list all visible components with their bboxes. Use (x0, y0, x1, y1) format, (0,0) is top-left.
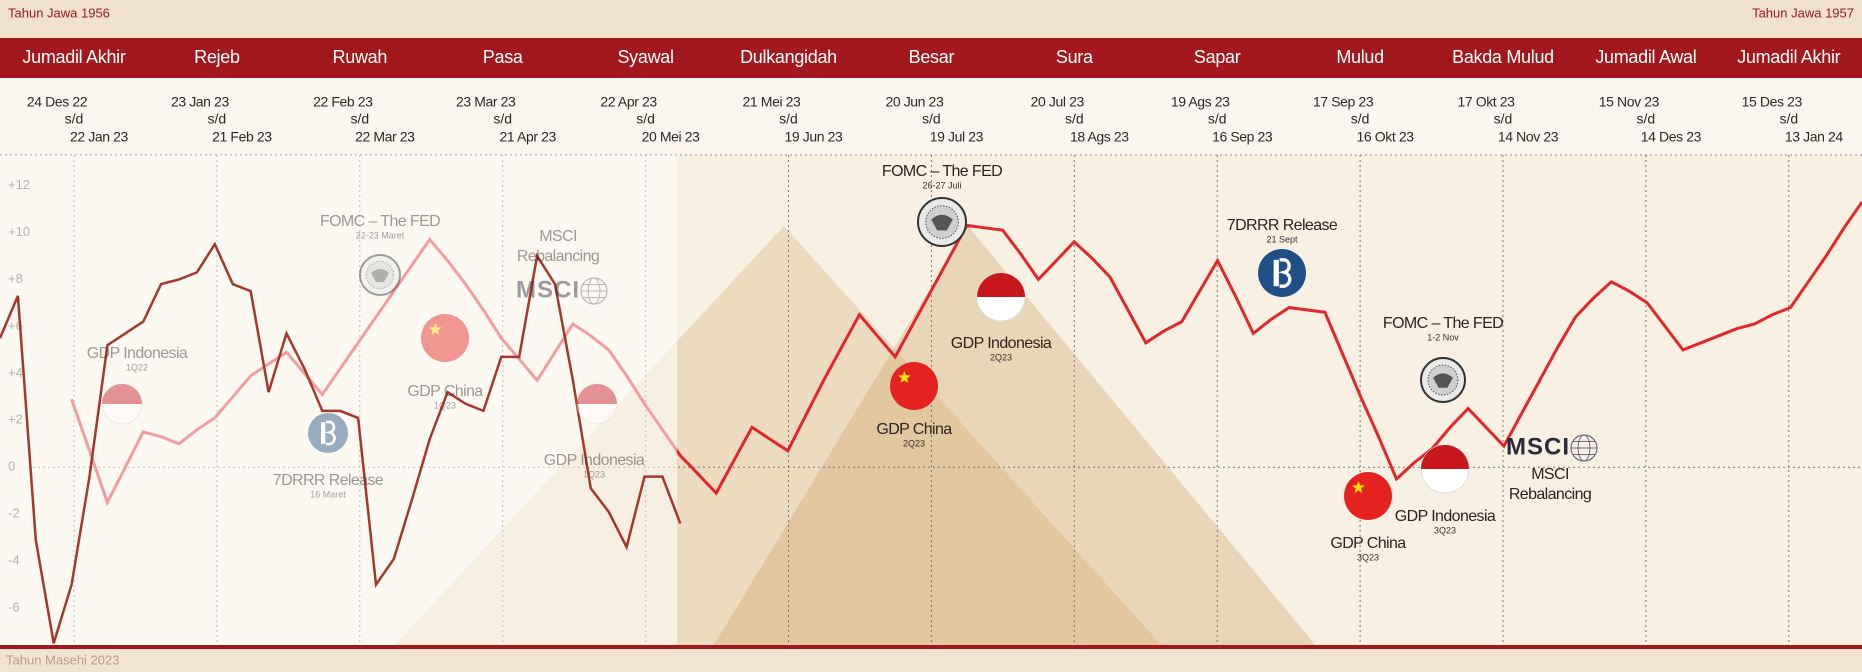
range-separator: s/d (493, 111, 512, 127)
range-separator: s/d (1208, 111, 1227, 127)
bottom-strip (0, 648, 1862, 672)
range-separator: s/d (1494, 111, 1513, 127)
range-start: 20 Jun 23 (885, 94, 944, 110)
range-separator: s/d (1637, 111, 1656, 127)
top-strip (0, 0, 1862, 38)
range-start: 23 Mar 23 (456, 94, 516, 110)
event-label: FOMC – The FED (320, 213, 440, 230)
range-start: 17 Okt 23 (1457, 94, 1515, 110)
range-end: 19 Jul 23 (930, 129, 984, 145)
event-date: 2Q23 (903, 438, 925, 448)
china-flag-icon (421, 314, 469, 362)
month-label: Ruwah (333, 47, 388, 67)
range-end: 22 Mar 23 (355, 129, 415, 145)
month-label: Sapar (1194, 47, 1241, 67)
range-end: 20 Mei 23 (642, 129, 700, 145)
bottom-rule (0, 645, 1862, 649)
range-start: 23 Jan 23 (171, 94, 230, 110)
event-label: FOMC – The FED (1383, 315, 1503, 332)
header-right: Tahun Jawa 1957 (1752, 5, 1854, 20)
range-start: 15 Des 23 (1742, 94, 1803, 110)
range-separator: s/d (65, 111, 84, 127)
event-date: 26-27 Juli (922, 180, 961, 190)
range-separator: s/d (1351, 111, 1370, 127)
event-date: 1Q22 (126, 362, 148, 372)
event-label: GDP Indonesia (951, 335, 1052, 352)
range-end: 19 Jun 23 (785, 129, 844, 145)
range-start: 22 Feb 23 (313, 94, 373, 110)
range-separator: s/d (779, 111, 798, 127)
event-label: FOMC – The FED (882, 163, 1002, 180)
range-start: 15 Nov 23 (1599, 94, 1660, 110)
month-label: Sura (1056, 47, 1094, 67)
range-separator: s/d (1065, 111, 1084, 127)
range-end: 21 Apr 23 (500, 129, 557, 145)
event-label: 7DRRR Release (1227, 217, 1338, 234)
range-end: 14 Nov 23 (1498, 129, 1559, 145)
month-label: Jumadil Akhir (22, 47, 125, 67)
event-date: 1-2 Nov (1427, 332, 1459, 342)
event-label: Rebalancing (517, 248, 599, 265)
range-separator: s/d (922, 111, 941, 127)
bi-logo-mark (1274, 260, 1279, 286)
event-date: 3Q23 (1434, 525, 1456, 535)
month-label: Rejeb (194, 47, 240, 67)
range-start: 19 Ags 23 (1171, 94, 1230, 110)
china-flag-icon (890, 362, 938, 410)
range-end: 22 Jan 23 (70, 129, 129, 145)
range-start: 24 Des 22 (27, 94, 88, 110)
range-start: 21 Mei 23 (743, 94, 801, 110)
event-date: 1Q23 (583, 469, 605, 479)
event-date: 22-23 Maret (356, 230, 405, 240)
footer: Tahun Masehi 2023 (6, 652, 119, 667)
month-label: Pasa (483, 47, 524, 67)
month-label: Jumadil Awal (1595, 47, 1696, 67)
range-separator: s/d (208, 111, 227, 127)
event-label: 7DRRR Release (273, 472, 384, 489)
event-date: 16 Maret (310, 489, 346, 499)
event-date: 1Q23 (434, 400, 456, 410)
msci-logo-text: MSCI (1506, 433, 1570, 460)
range-start: 17 Sep 23 (1313, 94, 1374, 110)
event-label: GDP Indonesia (87, 345, 188, 362)
event-label: GDP Indonesia (544, 452, 645, 469)
month-label: Syawal (617, 47, 673, 67)
month-label: Bakda Mulud (1452, 47, 1554, 67)
header-left: Tahun Jawa 1956 (8, 5, 110, 20)
event-label: GDP China (407, 383, 483, 400)
range-end: 21 Feb 23 (212, 129, 272, 145)
month-label: Mulud (1336, 47, 1384, 67)
month-label: Jumadil Akhir (1737, 47, 1840, 67)
range-end: 18 Ags 23 (1070, 129, 1129, 145)
event-date: 21 Sept (1266, 234, 1298, 244)
chart: Tahun Jawa 1956 Tahun Jawa 1957 Tahun Ma… (0, 0, 1862, 672)
range-start: 22 Apr 23 (600, 94, 657, 110)
range-separator: s/d (636, 111, 655, 127)
bi-logo-mark (321, 422, 325, 444)
range-separator: s/d (350, 111, 369, 127)
range-end: 16 Okt 23 (1357, 129, 1415, 145)
range-end: 16 Sep 23 (1212, 129, 1273, 145)
event-label: GDP China (876, 421, 952, 438)
event-label: GDP Indonesia (1395, 508, 1496, 525)
range-separator: s/d (1779, 111, 1798, 127)
range-end: 14 Des 23 (1641, 129, 1702, 145)
page: {"chart_data": { "type": "line", "header… (0, 0, 1862, 672)
event-date: 3Q23 (1357, 552, 1379, 562)
range-end: 13 Jan 24 (1785, 129, 1844, 145)
month-label: Dulkangidah (740, 47, 837, 67)
event-date: 2Q23 (990, 352, 1012, 362)
range-start: 20 Jul 23 (1031, 94, 1085, 110)
event-label: MSCI (539, 228, 577, 245)
msci-logo-text: MSCI (516, 276, 580, 303)
month-label: Besar (909, 47, 955, 67)
event-label: GDP China (1330, 535, 1406, 552)
china-flag-icon (1344, 472, 1392, 520)
event-label: MSCI (1531, 466, 1569, 483)
event-label: Rebalancing (1509, 486, 1591, 503)
